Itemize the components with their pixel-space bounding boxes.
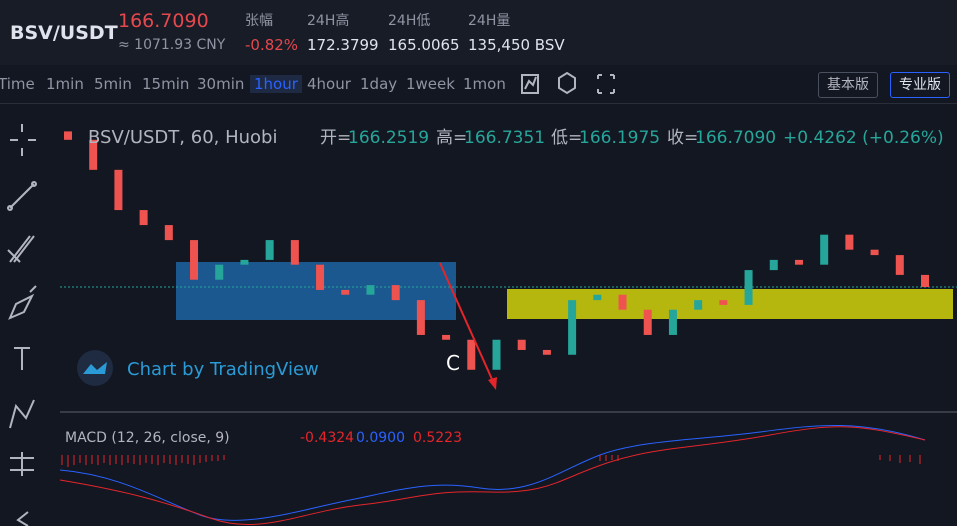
candle-body xyxy=(190,240,199,280)
interval[interactable]: 30min xyxy=(197,75,245,93)
signal-line xyxy=(59,426,926,525)
stat-label: 张幅 xyxy=(245,13,273,29)
candle-body xyxy=(568,300,577,355)
interval[interactable]: 4hour xyxy=(307,75,351,93)
price: 166.7090 xyxy=(118,10,209,32)
drawing-tools xyxy=(7,124,37,526)
interval[interactable]: 1day xyxy=(360,75,398,93)
candle-body xyxy=(694,300,703,310)
ohlc-label: 高= xyxy=(436,128,467,148)
macd-value: 0.0900 xyxy=(356,430,405,446)
macd-title: MACD (12, 26, close, 9) xyxy=(65,430,230,446)
ohlc-value: 166.7351 xyxy=(464,128,545,148)
ohlc-value: 166.2519 xyxy=(348,128,429,148)
stat-value: -0.82% xyxy=(245,36,299,54)
candle-body xyxy=(618,294,627,310)
arrow-head xyxy=(488,377,497,390)
macd-value: 0.5223 xyxy=(413,430,462,446)
interval[interactable]: 1min xyxy=(46,75,84,93)
interval[interactable]: 1mon xyxy=(463,75,506,93)
interval[interactable]: 1week xyxy=(406,75,455,93)
candle-body xyxy=(517,339,526,350)
stat-value: 135,450 BSV xyxy=(468,36,565,54)
candle-body xyxy=(668,309,677,335)
interval[interactable]: 5min xyxy=(94,75,132,93)
header: BSV/USDT 166.7090 ≈ 1071.93 CNY 张幅 -0.82%… xyxy=(0,0,957,65)
stat-value: 165.0065 xyxy=(388,36,460,54)
logo-mark xyxy=(83,362,107,374)
candle-body xyxy=(442,334,451,340)
candle-body xyxy=(265,240,274,260)
macd-line xyxy=(59,424,926,521)
ohlc-label: 开= xyxy=(320,128,351,148)
histogram xyxy=(61,455,921,467)
icon-path xyxy=(558,71,576,95)
macd-value: -0.4324 xyxy=(300,430,354,446)
candle-body xyxy=(467,339,476,370)
ohlc-value: 166.7090 xyxy=(695,128,776,148)
candle-body xyxy=(870,249,879,256)
version-button[interactable]: 基本版 xyxy=(818,72,878,98)
pair: BSV/USDT xyxy=(10,22,118,44)
sidebar xyxy=(0,104,48,526)
ohlc-label: 低= xyxy=(551,128,582,148)
candle-body xyxy=(215,264,224,280)
candle-body xyxy=(542,349,551,355)
interval[interactable]: 1hour xyxy=(250,75,302,93)
candle-body xyxy=(794,259,803,265)
candle-body xyxy=(769,259,778,271)
candle-body xyxy=(290,240,299,265)
icon-path xyxy=(597,74,615,94)
interval[interactable]: 15min xyxy=(142,75,190,93)
candle-body xyxy=(114,169,123,211)
legend-symbol: BSV/USDT, 60, Huobi xyxy=(88,127,277,148)
stat-value: 172.3799 xyxy=(307,36,379,54)
candle-body xyxy=(240,259,249,265)
candle-body xyxy=(492,339,501,370)
candle-body xyxy=(316,264,325,290)
arrow xyxy=(439,262,496,387)
tool-icon[interactable] xyxy=(0,65,957,103)
candle-body xyxy=(416,300,425,335)
candle-body xyxy=(719,300,728,305)
candle-body xyxy=(341,289,350,295)
icon-path xyxy=(521,74,539,94)
candle-body xyxy=(89,139,98,170)
toolbar: Time 1min 5min 15min 30min 1hour 4hour 1day 1wee… xyxy=(0,65,957,104)
stat-label: 24H高 xyxy=(307,13,350,29)
candle-body xyxy=(895,255,904,275)
stat-label: 24H低 xyxy=(388,13,431,29)
watermark: Chart by TradingView xyxy=(127,359,319,380)
candle-body xyxy=(921,274,929,287)
legend-change: +0.4262 (+0.26%) xyxy=(783,128,944,148)
candle-body xyxy=(391,285,400,301)
stat-label: 24H量 xyxy=(468,13,511,29)
tool-icon[interactable] xyxy=(0,65,957,103)
candle-body xyxy=(593,294,602,301)
candle-body xyxy=(366,285,375,295)
cny: ≈ 1071.93 CNY xyxy=(118,37,226,53)
candle-body xyxy=(64,131,72,140)
candle-body xyxy=(744,270,753,305)
ohlc-label: 收= xyxy=(667,128,698,148)
candle-body xyxy=(845,234,854,250)
range-box xyxy=(507,289,953,319)
ohlc-value: 166.1975 xyxy=(579,128,660,148)
version-button[interactable]: 专业版 xyxy=(890,72,950,98)
candle-body xyxy=(164,225,173,241)
interval[interactable]: Time xyxy=(0,75,35,93)
candle-body xyxy=(643,309,652,335)
candle-body xyxy=(820,234,829,265)
tool-icon[interactable] xyxy=(0,65,957,103)
candle-body xyxy=(139,210,148,226)
annotation: C xyxy=(446,351,460,375)
